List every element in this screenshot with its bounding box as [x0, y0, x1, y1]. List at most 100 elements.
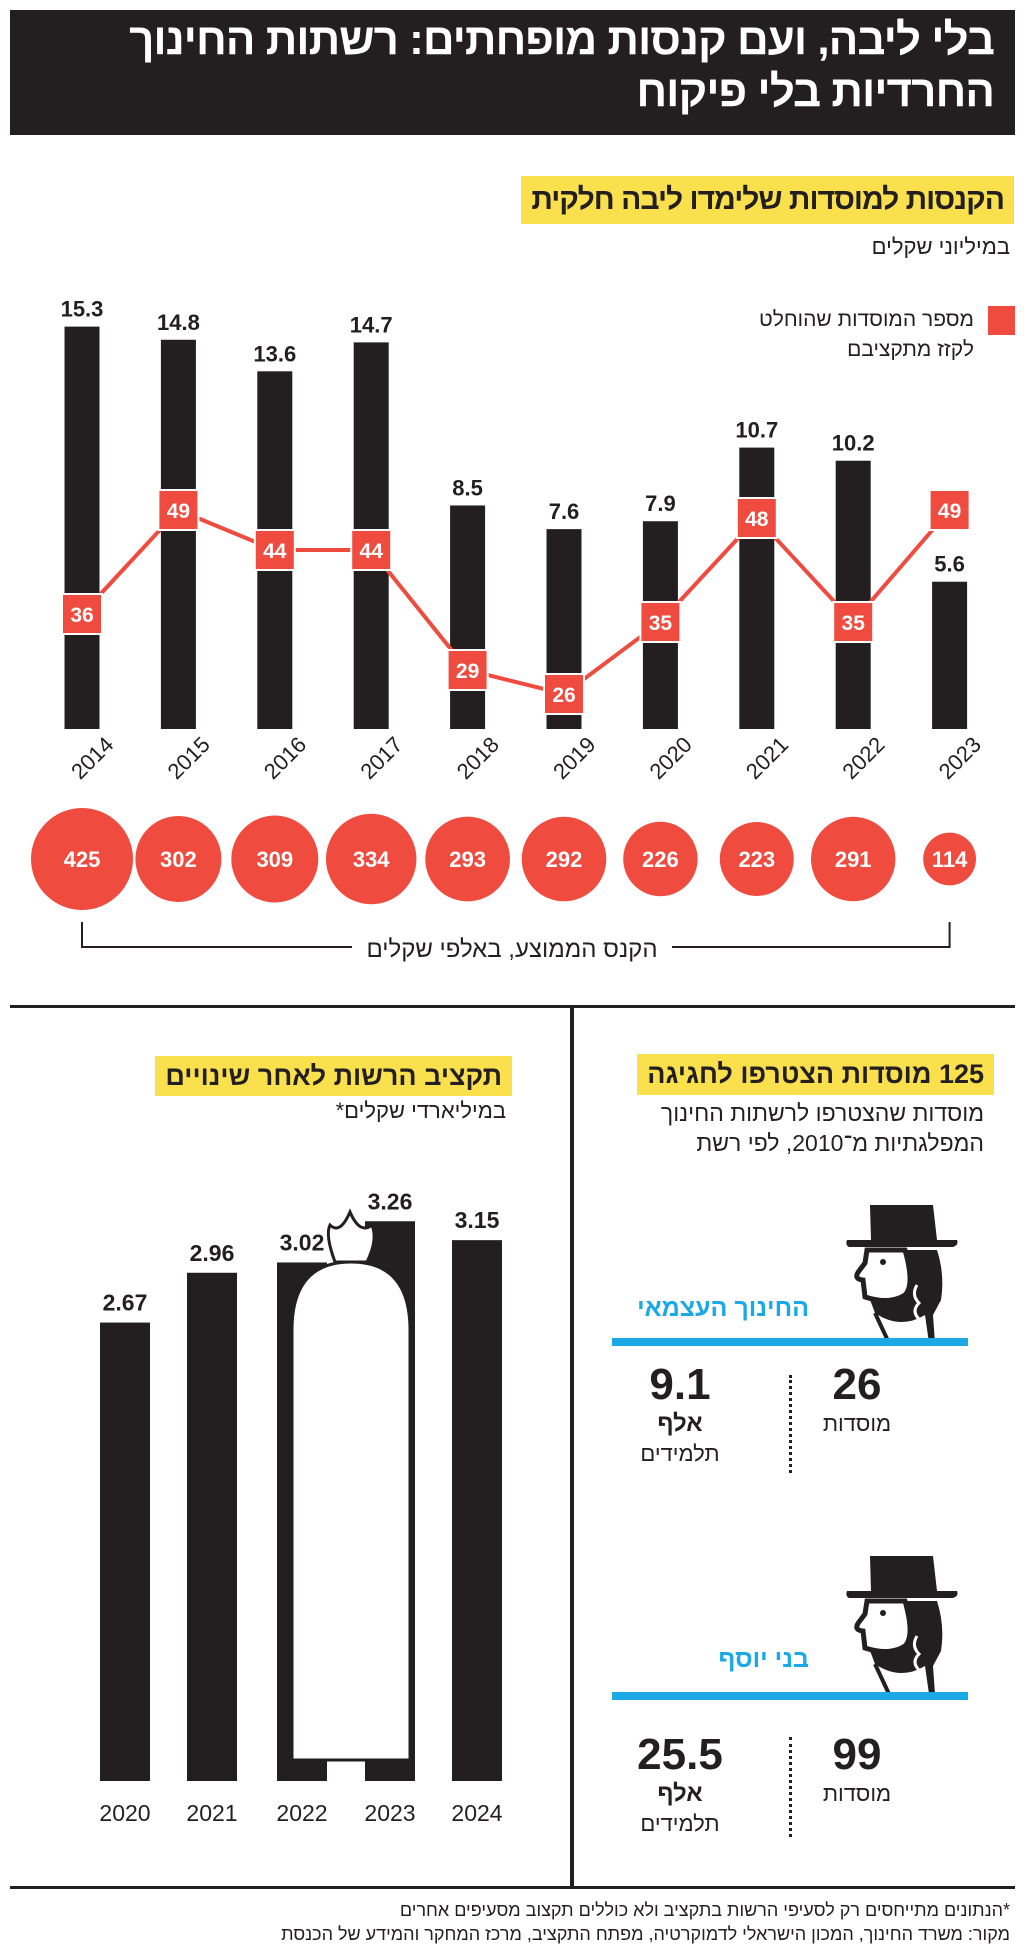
bubble: [425, 816, 510, 902]
legend-red-swatch: [988, 306, 1015, 335]
budget-chart-title: תקציב הרשות לאחר שינויים: [155, 1056, 512, 1096]
bubble: [231, 815, 319, 903]
legend-label: מספר המוסדות שהוחלט לקזז מתקציבם: [714, 305, 974, 365]
line-point-label: 49: [938, 500, 961, 523]
bar-2023: [932, 581, 968, 729]
bubble-label: 114: [932, 847, 968, 872]
line-point-box: [446, 649, 489, 691]
bar-value-label: 7.9: [645, 491, 676, 516]
line-point-box: [832, 601, 875, 643]
bubble-label: 302: [160, 847, 197, 872]
dotted-divider: [789, 1375, 792, 1473]
bubble-label: 291: [835, 847, 872, 872]
bar-2015: [160, 339, 196, 729]
bubble-label: 226: [642, 847, 679, 872]
bar-value-label: 8.5: [452, 475, 483, 500]
bubble: [135, 816, 222, 902]
footer-divider: [10, 1886, 1015, 1889]
students-unit: אלף: [657, 1780, 703, 1807]
money-bag-icon: [290, 1260, 412, 1762]
bubble: [719, 822, 794, 896]
line-point-box: [735, 497, 778, 539]
haredi-man-icon: [846, 1556, 958, 1694]
year-label: 2018: [452, 732, 504, 784]
students-count: 9.1: [649, 1360, 711, 1409]
institutions-label: מוסדות: [822, 1411, 892, 1436]
institutions-count: 99: [832, 1730, 882, 1779]
year-label: 2014: [66, 732, 118, 784]
bar-value-label: 13.6: [253, 341, 296, 366]
budget-chart: 2.67 2020 2.96 2021 3.02 2022 3.26 2023 3.15 2024: [99, 1188, 502, 1826]
institutions-count: 26: [832, 1360, 882, 1409]
line-point-label: 48: [745, 508, 769, 531]
line-point-box: [928, 489, 971, 531]
year-label: 2019: [548, 732, 600, 784]
year-label: 2015: [163, 732, 215, 784]
legend-line-1: מספר המוסדות שהוחלט: [758, 308, 974, 331]
title-banner: [10, 10, 1015, 135]
line-point-label: 35: [649, 612, 673, 635]
line-point-box: [350, 529, 393, 571]
students-label: תלמידים: [640, 1441, 720, 1466]
average-fine-label: הקנס הממוצע, באלפי שקלים: [352, 936, 672, 963]
fines-chart-unit: במיליוני שקלים: [871, 234, 1010, 259]
line-point-label: 44: [263, 540, 287, 563]
bubble-label: 425: [64, 847, 101, 872]
line-point-label: 36: [70, 604, 93, 627]
year-label: 2021: [186, 1800, 237, 1826]
bar-value-label: 7.6: [549, 499, 580, 524]
bubble-label: 309: [256, 847, 293, 872]
line-point-box: [157, 489, 200, 531]
year-label: 2021: [741, 732, 793, 784]
bar-2014: [64, 326, 100, 729]
dotted-divider: [789, 1737, 792, 1837]
year-label: 2017: [355, 732, 407, 784]
network-underline: [612, 1692, 968, 1700]
bubble: [31, 808, 133, 910]
year-label: 2023: [364, 1800, 415, 1826]
network-underline: [612, 1338, 968, 1346]
bar-2021: [739, 447, 775, 729]
line-point-label: 35: [842, 612, 866, 635]
line-point-label: 44: [360, 540, 384, 563]
page-title: בלי ליבה, ועם קנסות מופחתים: רשתות החינו…: [129, 15, 995, 116]
students-count: 25.5: [637, 1730, 723, 1779]
year-label: 2020: [99, 1800, 150, 1826]
networks-subtitle: מוסדות שהצטרפו לרשתות החינוך המפלגתיות מ…: [604, 1098, 984, 1158]
line-point-label: 29: [456, 660, 479, 683]
bar-value-label: 2.96: [190, 1240, 235, 1266]
line-point-box: [253, 529, 296, 571]
fines-chart-title: הקנסות למוסדות שלימדו ליבה חלקית: [521, 176, 1014, 224]
footnote: *הנתונים מתייחסים רק לסעיפי הרשות בתקציב…: [399, 1900, 1010, 1920]
bubble-label: 293: [449, 847, 486, 872]
vertical-divider: [570, 1005, 574, 1887]
bubble: [325, 813, 417, 905]
budget-chart-unit: במיליארדי שקלים*: [335, 1098, 506, 1123]
bar-value-label: 14.8: [157, 310, 200, 335]
bubble: [521, 816, 607, 902]
bar-value-label: 10.7: [735, 418, 778, 443]
bubble-label: 223: [738, 847, 775, 872]
bar-value-label: 15.3: [61, 297, 104, 322]
students-unit: אלף: [657, 1410, 703, 1437]
year-label: 2024: [451, 1800, 502, 1826]
year-label: 2023: [934, 732, 986, 784]
line-point-box: [61, 593, 103, 635]
bubble: [923, 832, 977, 886]
year-label: 2022: [276, 1800, 327, 1826]
students-label: תלמידים: [640, 1811, 720, 1836]
bubble-label: 334: [353, 847, 390, 872]
bar-value-label: 10.2: [832, 431, 875, 456]
money-bag-knot-icon: [326, 1208, 376, 1264]
year-label: 2020: [645, 732, 697, 784]
bubble-label: 292: [546, 847, 583, 872]
bubble: [623, 821, 698, 897]
network-name: בני יוסף: [718, 1645, 809, 1673]
bar-2024: [452, 1240, 502, 1781]
bar-value-label: 3.15: [455, 1207, 500, 1233]
network-name: החינוך העצמאי: [637, 1294, 809, 1322]
fines-chart: 15.3 2014 14.8 2015 13.6 2016 14.7 2017 8.5 2018 7…: [31, 297, 986, 948]
bar-2020: [100, 1322, 150, 1781]
bar-value-label: 2.67: [103, 1290, 148, 1316]
